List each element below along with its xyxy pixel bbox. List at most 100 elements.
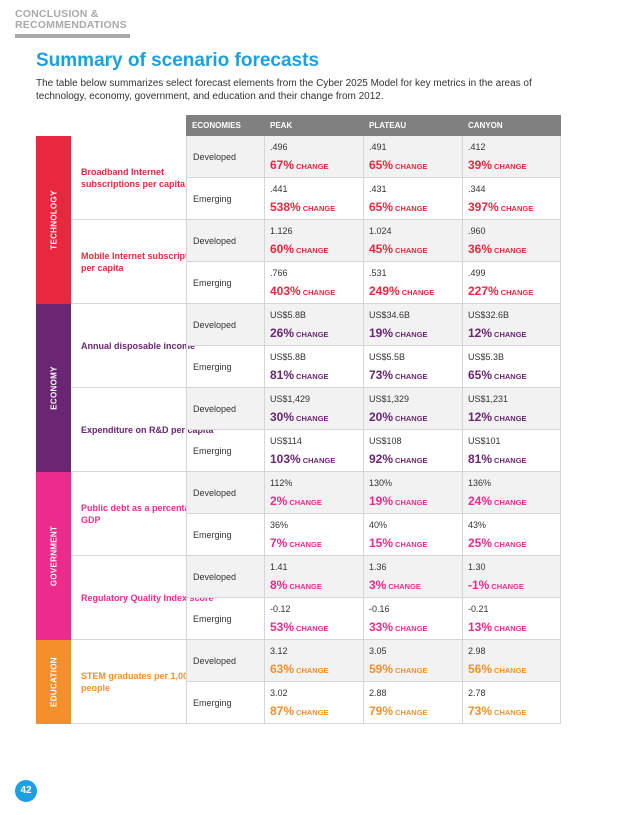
plateau-change: 45% CHANGE [369,240,428,258]
change-percent: 403% [270,284,301,298]
plateau-value: 1.36 [369,562,387,572]
table-row: Developed 3.12 63% CHANGE 3.05 59% CHANGE 2.98 5… [186,640,561,682]
canyon-cell: .344 397% CHANGE [462,178,561,220]
canyon-value: 1.30 [468,562,486,572]
header-canyon: CANYON [462,115,561,136]
change-percent: 25% [468,536,493,550]
peak-cell: .441 538% CHANGE [264,178,363,220]
change-percent: 33% [369,620,394,634]
canyon-value: US$1,231 [468,394,509,404]
category-label: ECONOMY [49,366,58,410]
change-word: CHANGE [296,414,329,423]
canyon-change: 81% CHANGE [468,450,527,468]
change-percent: 87% [270,704,295,718]
plateau-value: 40% [369,520,388,530]
change-percent: 81% [270,368,295,382]
canyon-change: 25% CHANGE [468,534,527,552]
canyon-value: .344 [468,184,486,194]
peak-change: 2% CHANGE [270,492,322,510]
metric-label: Public debt as a percentage of GDP [81,502,212,525]
canyon-cell: 1.30 -1% CHANGE [462,556,561,598]
canyon-value: US$5.3B [468,352,505,362]
change-percent: 59% [369,662,394,676]
change-percent: 65% [369,158,394,172]
table-row: Developed 1.126 60% CHANGE 1.024 45% CHANGE .96… [186,220,561,262]
plateau-value: US$34.6B [369,310,411,320]
metric-label: Mobile Internet subscriptions per capita [81,250,207,273]
plateau-value: .431 [369,184,387,194]
change-percent: 19% [369,494,394,508]
change-percent: 73% [468,704,493,718]
plateau-cell: US$34.6B 19% CHANGE [363,304,462,346]
peak-cell: 3.02 87% CHANGE [264,682,363,724]
plateau-change: 79% CHANGE [369,702,428,720]
plateau-change: 19% CHANGE [369,492,428,510]
change-word: CHANGE [296,666,329,675]
canyon-cell: US$101 81% CHANGE [462,430,561,472]
change-percent: 15% [369,536,394,550]
change-word: CHANGE [289,582,322,591]
change-word: CHANGE [500,288,534,297]
canyon-change: 397% CHANGE [468,198,533,216]
canyon-cell: .960 36% CHANGE [462,220,561,262]
peak-value: US$1,429 [270,394,311,404]
category-bar-technology: TECHNOLOGY [36,136,71,304]
peak-value: 36% [270,520,289,530]
plateau-change: 59% CHANGE [369,660,428,678]
canyon-change: 36% CHANGE [468,240,527,258]
plateau-cell: .431 65% CHANGE [363,178,462,220]
canyon-value: .412 [468,142,486,152]
table-row: Emerging 3.02 87% CHANGE 2.88 79% CHANGE 2.78 73… [186,682,561,724]
change-percent: 39% [468,158,493,172]
change-word: CHANGE [494,498,527,507]
change-percent: 19% [369,326,394,340]
economy-cell: Developed [186,304,264,346]
peak-value: US$5.8B [270,310,307,320]
change-word: CHANGE [401,288,435,297]
peak-change: 81% CHANGE [270,366,329,384]
change-word: CHANGE [494,456,527,465]
canyon-value: .499 [468,268,486,278]
change-percent: -1% [468,578,490,592]
change-word: CHANGE [395,666,428,675]
change-word: CHANGE [494,708,527,717]
table-row: Developed 112% 2% CHANGE 130% 19% CHANGE 136% 24… [186,472,561,514]
change-percent: 81% [468,452,493,466]
peak-value: 3.12 [270,646,288,656]
category-bar-government: GOVERNMENT [36,472,71,640]
category-label: EDUCATION [49,657,58,707]
plateau-cell: US$1,329 20% CHANGE [363,388,462,430]
peak-cell: 1.126 60% CHANGE [264,220,363,262]
change-percent: 30% [270,410,295,424]
economy-cell: Developed [186,472,264,514]
canyon-cell: 136% 24% CHANGE [462,472,561,514]
section-rule [15,34,130,38]
peak-change: 8% CHANGE [270,576,322,594]
change-word: CHANGE [289,498,322,507]
change-word: CHANGE [395,498,428,507]
metric-cell: Regulatory Quality Index score [71,556,221,640]
metric-label: Expenditure on R&D per capita [81,424,214,435]
table-row: Emerging .441 538% CHANGE .431 65% CHANGE .344 3… [186,178,561,220]
change-word: CHANGE [296,708,329,717]
economy-cell: Emerging [186,346,264,388]
canyon-change: 39% CHANGE [468,156,527,174]
peak-cell: US$5.8B 26% CHANGE [264,304,363,346]
plateau-cell: 40% 15% CHANGE [363,514,462,556]
peak-cell: .496 67% CHANGE [264,136,363,178]
change-word: CHANGE [289,540,322,549]
peak-value: .766 [270,268,288,278]
category-label: GOVERNMENT [49,525,58,587]
canyon-value: 2.78 [468,688,486,698]
plateau-cell: .531 249% CHANGE [363,262,462,304]
table-row: Emerging -0.12 53% CHANGE -0.16 33% CHANGE -0.2… [186,598,561,640]
peak-change: 30% CHANGE [270,408,329,426]
category-label: TECHNOLOGY [49,190,58,250]
canyon-cell: US$1,231 12% CHANGE [462,388,561,430]
peak-value: .441 [270,184,288,194]
economy-cell: Developed [186,388,264,430]
peak-change: 103% CHANGE [270,450,335,468]
metric-label: Regulatory Quality Index score [81,592,214,603]
change-word: CHANGE [494,162,527,171]
plateau-value: US$108 [369,436,402,446]
